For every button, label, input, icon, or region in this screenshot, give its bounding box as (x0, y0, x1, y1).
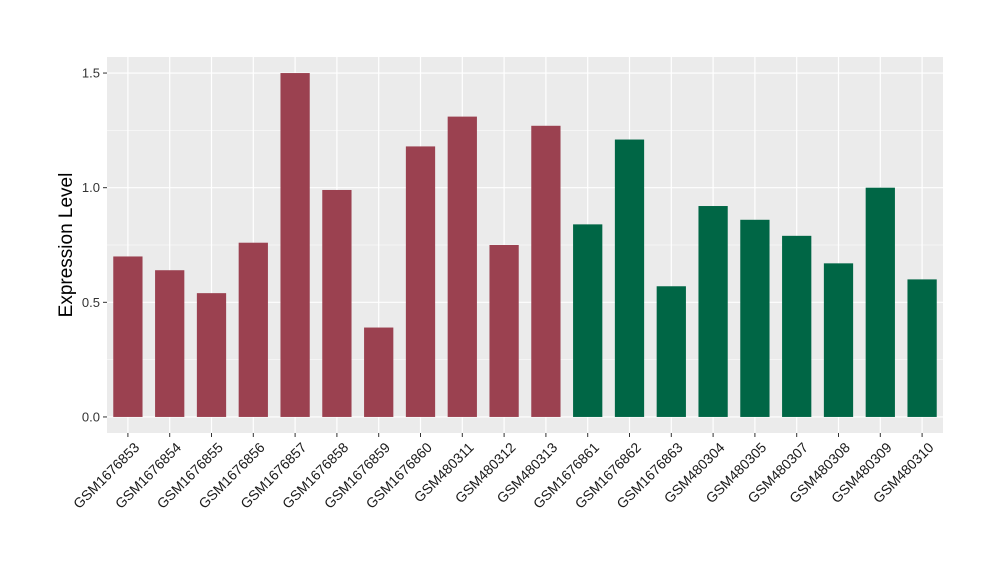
bar (155, 270, 185, 417)
bar (364, 327, 394, 417)
y-axis-title: Expression Level (56, 173, 77, 318)
bar (280, 73, 310, 417)
bar (823, 263, 854, 417)
bar (573, 224, 603, 417)
bar (865, 187, 895, 417)
bar (656, 286, 686, 417)
bar (614, 139, 645, 417)
bar (531, 125, 561, 417)
x-axis-ticks: GSM1676853GSM1676854GSM1676855GSM1676856… (70, 433, 937, 512)
bar (405, 146, 436, 417)
bar (740, 219, 770, 417)
bar (238, 242, 268, 417)
y-tick-label: 0.5 (82, 295, 100, 310)
bar (322, 189, 352, 417)
y-tick-label: 1.5 (82, 66, 100, 81)
bars (113, 73, 937, 417)
bar (489, 245, 519, 417)
bar (196, 293, 227, 417)
y-axis-ticks: 0.0 0.5 1.0 1.5 (82, 66, 107, 424)
bar (698, 206, 728, 417)
bar (113, 256, 143, 417)
bar (447, 116, 477, 417)
y-tick-label: 1.0 (82, 180, 100, 195)
bar (907, 279, 937, 417)
y-tick-label: 0.0 (82, 409, 100, 424)
bar (782, 235, 812, 417)
